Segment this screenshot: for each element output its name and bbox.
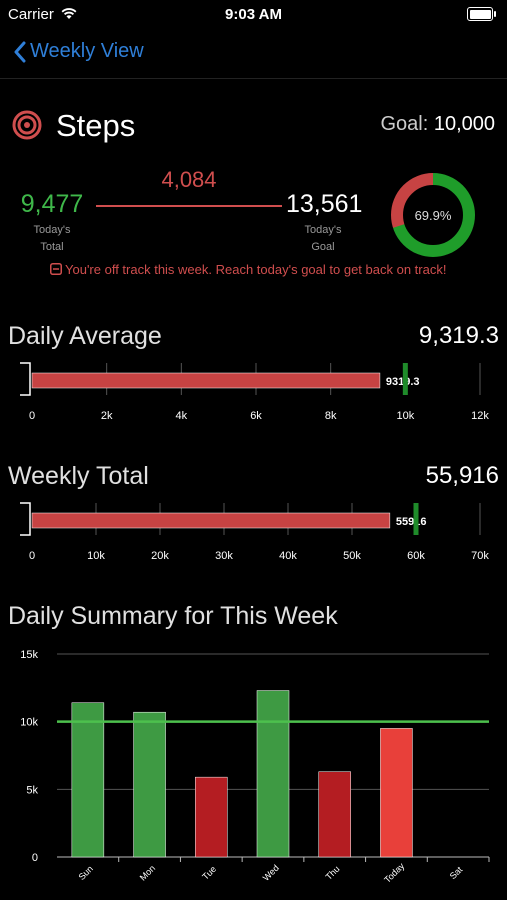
summary-bar-tue: [195, 776, 228, 858]
da-tick-label: 6k: [250, 410, 262, 422]
wt-tick-label: 40k: [279, 550, 297, 562]
weekly-total-value: 55,916: [425, 462, 499, 489]
daily-average-goal-marker: [402, 363, 408, 395]
carrier-text: Carrier: [8, 6, 54, 23]
weekly-total-bar-label: 55916: [396, 516, 427, 528]
wt-tick-label: 10k: [87, 550, 105, 562]
status-bar: Carrier 9:03 AM: [0, 0, 507, 30]
remaining-value: 4,084: [161, 167, 217, 192]
page-title: Steps: [56, 108, 136, 143]
today-goal-label-line2: Goal: [311, 241, 335, 253]
summary-bar-wed: [256, 690, 290, 858]
da-tick-label: 8k: [325, 410, 337, 422]
status-time: 9:03 AM: [225, 6, 282, 23]
summary-bar-today: [380, 728, 413, 858]
today-goal-label-line1: Today's: [304, 224, 342, 236]
remaining-line: [96, 205, 282, 207]
summary-x-tick-label: Sun: [77, 864, 95, 882]
today-total-label-line1: Today's: [33, 224, 71, 236]
weekly-total-bar-chart: 55916 0 10k 20k 30k 40k 50k 60k 70k: [20, 502, 489, 562]
summary-y-tick-label: 10k: [20, 717, 38, 729]
minus-box-icon: [50, 263, 62, 275]
off-track-warning-text: You're off track this week. Reach today'…: [65, 262, 447, 277]
wt-tick-label: 0: [29, 550, 35, 562]
today-goal-value: 13,561: [286, 190, 363, 218]
summary-x-tick-label: Wed: [261, 863, 281, 883]
today-total-label: Today's Total: [20, 222, 84, 256]
off-track-warning: You're off track this week. Reach today'…: [50, 262, 446, 277]
navigation-bar: Weekly View: [0, 30, 507, 79]
battery-icon: [467, 7, 496, 21]
weekly-total-title: Weekly Total: [8, 462, 149, 490]
chevron-left-icon: [14, 41, 26, 62]
wt-tick-label: 70k: [471, 550, 489, 562]
summary-x-tick-label: Today: [382, 861, 406, 885]
daily-average-title: Daily Average: [8, 322, 162, 350]
daily-summary-chart: 0 5k 10k 15k Sun Mon Tue Wed Thu Today Sat: [20, 649, 490, 885]
summary-x-tick-label: Tue: [200, 864, 218, 882]
progress-ring: 69.9%: [390, 172, 476, 258]
wt-tick-label: 50k: [343, 550, 361, 562]
daily-average-bar: [31, 372, 381, 389]
da-tick-label: 2k: [101, 410, 113, 422]
weekly-total-bar: [31, 512, 391, 529]
da-tick-label: 10k: [396, 410, 414, 422]
daily-average-bar-label: 9319.3: [386, 376, 420, 388]
daily-average-bar-chart: 9319.3 0 2k 4k 6k 8k 10k 12k: [20, 362, 489, 422]
da-tick-label: 4k: [176, 410, 188, 422]
ring-progress: [390, 172, 476, 258]
goal-label-text: Goal:: [380, 113, 429, 135]
back-button-label: Weekly View: [30, 40, 144, 62]
wt-tick-label: 60k: [407, 550, 425, 562]
today-total-label-line2: Total: [40, 241, 64, 253]
da-tick-label: 0: [29, 410, 35, 422]
wt-tick-label: 20k: [151, 550, 169, 562]
summary-bar-thu: [318, 771, 351, 858]
goal-label: Goal: 10,000: [380, 113, 495, 136]
da-tick-label: 12k: [471, 410, 489, 422]
ring-percent-label: 69.9%: [415, 208, 452, 223]
summary-x-tick-label: Mon: [138, 863, 157, 882]
back-button[interactable]: Weekly View: [14, 40, 144, 63]
daily-average-value: 9,319.3: [418, 322, 499, 349]
summary-x-tick-label: Thu: [324, 864, 342, 882]
daily-summary-title: Daily Summary for This Week: [8, 602, 338, 630]
carrier-label: Carrier: [8, 6, 77, 23]
weekly-total-goal-marker: [413, 503, 419, 535]
goal-value: 10,000: [433, 113, 495, 135]
summary-y-tick-label: 0: [32, 852, 38, 864]
summary-bar-mon: [133, 711, 166, 858]
today-goal-label: Today's Goal: [286, 222, 360, 256]
summary-y-tick-label: 15k: [20, 649, 38, 661]
wt-tick-label: 30k: [215, 550, 233, 562]
target-icon: [12, 110, 42, 140]
wifi-icon: [61, 8, 77, 19]
summary-bar-sun: [71, 702, 105, 858]
summary-y-tick-label: 5k: [26, 784, 38, 796]
today-total-value: 9,477: [20, 190, 84, 218]
summary-x-tick-label: Sat: [448, 864, 465, 881]
